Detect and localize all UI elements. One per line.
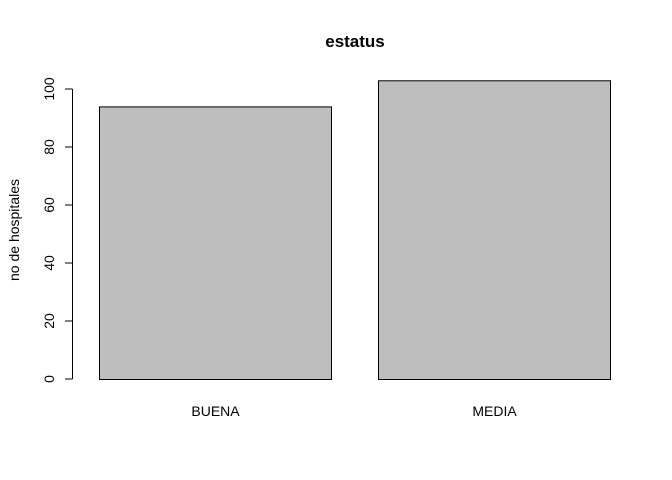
y-tick-label-100: 100 [41,77,57,101]
y-tick-label-20: 20 [41,313,57,329]
x-tick-label-media: MEDIA [472,403,517,419]
y-tick-label-40: 40 [41,255,57,271]
y-axis: 0 20 40 60 80 100 [41,77,73,383]
y-tick-label-0: 0 [41,375,57,383]
y-axis-label: no de hospitales [6,179,22,281]
x-axis-labels: BUENA MEDIA [191,403,517,419]
chart-title: estatus [325,32,385,51]
y-tick-label-60: 60 [41,197,57,213]
bar-media [378,80,611,381]
y-tick-label-80: 80 [41,139,57,155]
bar-buena [99,106,332,381]
x-tick-label-buena: BUENA [191,403,240,419]
bars-group [99,80,611,381]
